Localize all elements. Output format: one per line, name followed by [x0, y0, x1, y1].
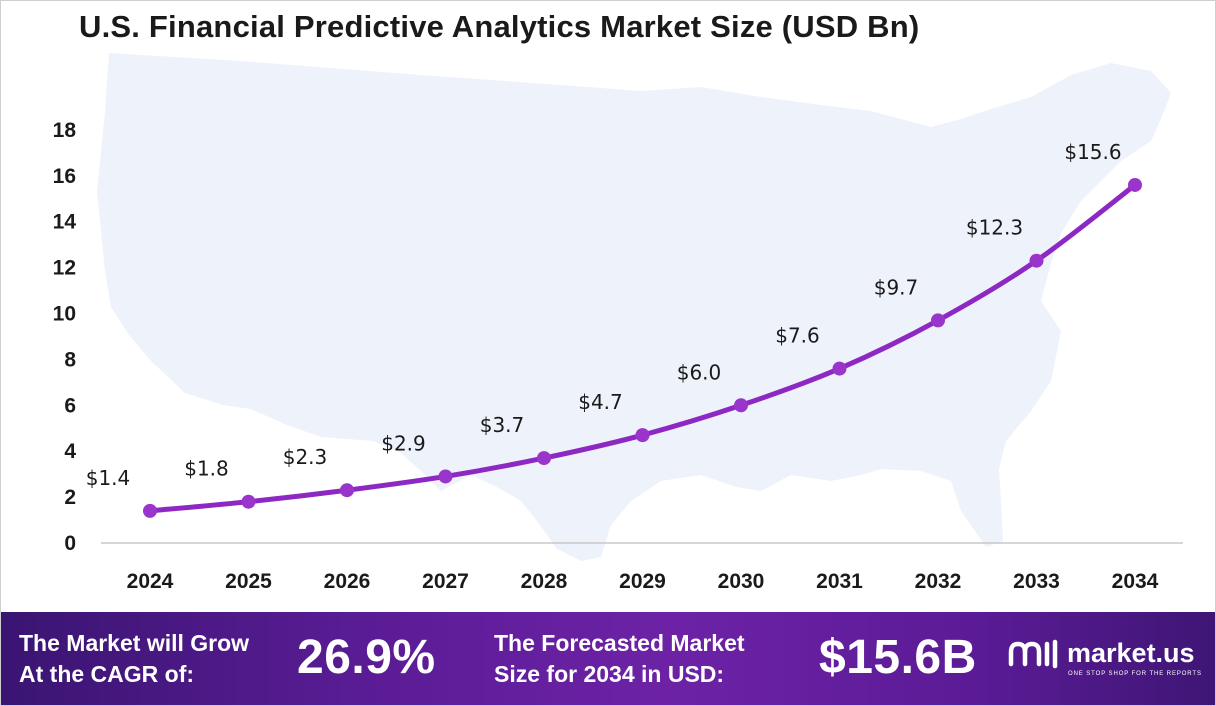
y-tick-label: 14 [53, 211, 77, 234]
y-tick-label: 18 [53, 119, 77, 142]
data-label: $2.3 [283, 445, 328, 469]
y-tick-label: 12 [53, 257, 76, 280]
x-tick-label: 2032 [915, 570, 962, 593]
data-point [438, 469, 453, 484]
chart-axes: 0 2 4 6 8 10 12 14 16 18 2024 2025 2026 2027 2028 2029 2… [53, 119, 1183, 593]
x-tick-label: 2034 [1112, 570, 1159, 593]
y-tick-label: 6 [64, 394, 76, 417]
cagr-label-line2: At the CAGR of: [19, 661, 195, 687]
data-label: $2.9 [381, 431, 426, 455]
y-tick-label: 16 [53, 165, 76, 188]
data-label: $4.7 [578, 390, 623, 414]
y-tick-label: 8 [64, 348, 76, 371]
y-tick-label: 4 [64, 440, 76, 463]
forecast-label-line2: Size for 2034 in USD: [494, 661, 725, 687]
footer-banner: The Market will Grow At the CAGR of: 26.… [1, 612, 1215, 705]
forecast-label-line1: The Forecasted Market [494, 630, 745, 656]
data-label: $7.6 [775, 324, 820, 348]
x-tick-label: 2031 [816, 570, 863, 593]
x-tick-label: 2027 [422, 570, 469, 593]
x-tick-label: 2030 [718, 570, 765, 593]
forecast-label: The Forecasted Market Size for 2034 in U… [494, 628, 745, 690]
data-label: $9.7 [874, 275, 919, 299]
data-label: $1.4 [86, 466, 131, 490]
cagr-label-line1: The Market will Grow [19, 630, 250, 656]
x-tick-label: 2029 [619, 570, 666, 593]
brand-logo: market.us ONE STOP SHOP FOR THE REPORTS [1007, 634, 1212, 684]
forecast-value: $15.6B [819, 631, 977, 684]
data-point [635, 428, 650, 443]
data-label: $6.0 [677, 360, 722, 384]
x-tick-label: 2026 [324, 570, 371, 593]
x-tick-label: 2024 [127, 570, 174, 593]
data-point [832, 361, 847, 376]
data-label: $3.7 [480, 413, 525, 437]
data-label: $1.8 [184, 457, 229, 481]
chart-title: U.S. Financial Predictive Analytics Mark… [79, 9, 920, 44]
cagr-value: 26.9% [297, 631, 436, 684]
data-point [734, 398, 748, 413]
brand-name: market.us [1067, 638, 1195, 668]
data-point [1128, 177, 1142, 192]
data-point [340, 483, 354, 498]
data-point [931, 313, 945, 328]
x-tick-label: 2025 [225, 570, 272, 593]
data-point [537, 451, 551, 466]
series-line [147, 182, 1138, 514]
us-map-silhouette [97, 53, 1171, 561]
x-tick-label: 2028 [521, 570, 568, 593]
chart-series: $1.4 $1.8 $2.3 $2.9 $3.7 $4.7 $6.0 $7.6 $9.7 $12.… [86, 140, 1142, 518]
data-label: $15.6 [1064, 140, 1121, 164]
y-tick-label: 10 [53, 303, 76, 326]
x-tick-label: 2033 [1013, 570, 1060, 593]
data-point [143, 503, 157, 518]
data-point [241, 494, 256, 509]
y-tick-label: 2 [64, 486, 76, 509]
market-us-logo-icon [1008, 639, 1058, 669]
y-tick-label: 0 [64, 532, 76, 555]
line-chart: 0 2 4 6 8 10 12 14 16 18 2024 2025 2026 2027 2028 2029 2… [53, 53, 1183, 593]
data-label: $12.3 [966, 216, 1023, 240]
data-point [1029, 253, 1044, 268]
cagr-label: The Market will Grow At the CAGR of: [19, 628, 249, 690]
brand-tagline: ONE STOP SHOP FOR THE REPORTS [1068, 671, 1202, 677]
